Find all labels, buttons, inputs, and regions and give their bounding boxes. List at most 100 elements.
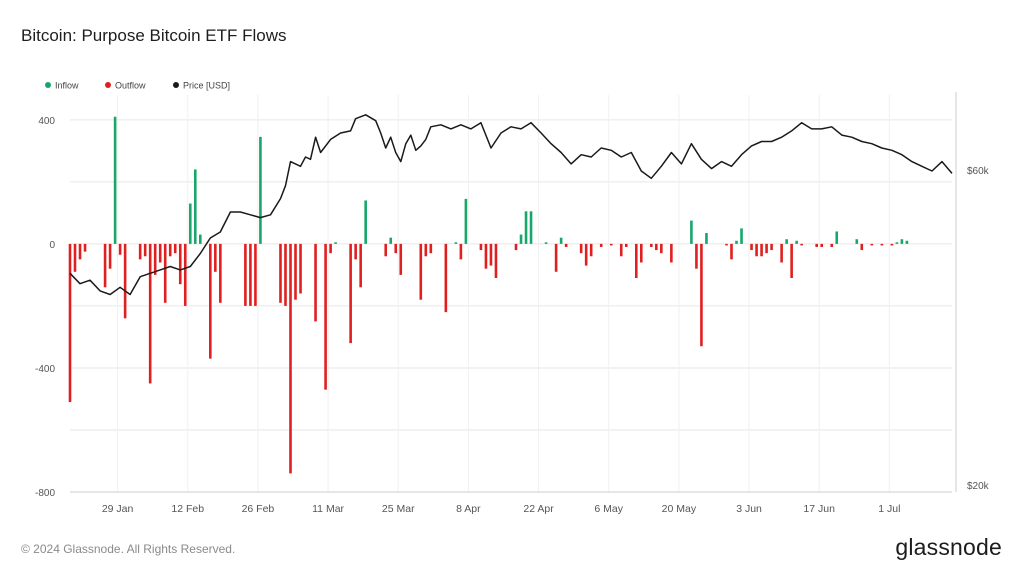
inflow-bar bbox=[735, 240, 738, 244]
x-tick-label: 12 Feb bbox=[171, 503, 204, 515]
legend-item-inflow: Inflow bbox=[45, 81, 79, 91]
price-series-line bbox=[69, 114, 953, 296]
outflow-bar bbox=[143, 243, 147, 257]
outflow-bar bbox=[138, 243, 142, 260]
y-left-tick-label: 400 bbox=[38, 116, 55, 127]
inflow-bar bbox=[900, 239, 904, 244]
outflow-bar bbox=[419, 243, 423, 300]
y-left-tick-label: -400 bbox=[35, 364, 55, 375]
inflow-bar bbox=[529, 211, 533, 244]
y-left-tick-label: -800 bbox=[35, 488, 55, 499]
copyright-footer: © 2024 Glassnode. All Rights Reserved. bbox=[21, 542, 236, 556]
outflow-bar bbox=[459, 243, 463, 260]
outflow-bar bbox=[349, 243, 352, 344]
outflow-bar bbox=[324, 243, 327, 390]
inflow-bar bbox=[454, 242, 458, 244]
legend-label-inflow: Inflow bbox=[55, 81, 79, 91]
glassnode-logo: glassnode bbox=[895, 534, 1002, 560]
price-line bbox=[69, 114, 953, 296]
outflow-bar bbox=[589, 243, 593, 257]
outflow-bar bbox=[209, 243, 212, 359]
outflow-bar bbox=[639, 243, 643, 263]
outflow-bar bbox=[820, 243, 824, 247]
outflow-bar bbox=[760, 243, 763, 257]
outflow-bar bbox=[780, 243, 783, 263]
outflow-bar bbox=[765, 243, 768, 254]
outflow-bar bbox=[108, 243, 112, 269]
outflow-bar bbox=[394, 243, 398, 254]
inflow-bar bbox=[905, 240, 909, 244]
outflow-bar bbox=[579, 243, 583, 254]
outflow-bar bbox=[289, 243, 292, 474]
outflow-bar bbox=[670, 243, 673, 263]
outflow-bar bbox=[183, 243, 187, 306]
outflow-bar bbox=[103, 243, 107, 288]
outflow-bar bbox=[249, 243, 252, 306]
outflow-bar bbox=[554, 243, 558, 272]
outflow-bar bbox=[755, 243, 758, 257]
outflow-bar bbox=[514, 243, 518, 251]
outflow-bar bbox=[599, 243, 603, 247]
outflow-bar bbox=[123, 243, 127, 319]
x-tick-label: 26 Feb bbox=[242, 503, 275, 515]
outflow-bar bbox=[163, 243, 167, 303]
y-right-tick-label: $60k bbox=[967, 166, 990, 177]
inflow-bar bbox=[785, 239, 788, 244]
outflow-bar bbox=[359, 243, 362, 288]
outflow-bar bbox=[890, 243, 894, 246]
outflow-bar bbox=[354, 243, 357, 260]
outflow-bar bbox=[444, 243, 448, 313]
outflow-bar bbox=[655, 243, 658, 251]
inflow-bar bbox=[559, 237, 563, 244]
inflow-bar bbox=[855, 239, 859, 244]
outflow-bar bbox=[424, 243, 428, 257]
axes: 400 0 -400 -800 $60k $20k 29 Jan 12 Feb 26 Feb 11… bbox=[35, 92, 990, 515]
outflow-bar bbox=[650, 243, 653, 247]
outflow-bar bbox=[244, 243, 247, 306]
outflow-bar bbox=[624, 243, 628, 247]
outflow-bar bbox=[78, 243, 82, 260]
inflow-bar bbox=[193, 169, 197, 244]
legend-item-price: Price [USD] bbox=[173, 81, 230, 91]
outflow-bar bbox=[880, 243, 884, 246]
inflow-bar bbox=[198, 234, 202, 244]
legend-swatch-inflow bbox=[45, 82, 51, 88]
outflow-bar bbox=[725, 243, 728, 246]
outflow-bar bbox=[870, 243, 874, 246]
x-tick-label: 22 Apr bbox=[523, 503, 554, 515]
grid bbox=[70, 95, 952, 493]
outflow-bar bbox=[695, 243, 698, 269]
outflow-bar bbox=[314, 243, 317, 322]
inflow-bar bbox=[524, 211, 528, 244]
legend-swatch-outflow bbox=[105, 82, 111, 88]
outflow-bar bbox=[800, 243, 803, 246]
outflow-bar bbox=[158, 243, 162, 263]
outflow-bar bbox=[214, 243, 217, 272]
x-tick-label: 25 Mar bbox=[382, 503, 415, 515]
inflow-bar bbox=[334, 242, 337, 244]
outflow-bar bbox=[279, 243, 282, 303]
outflow-bar bbox=[790, 243, 793, 278]
outflow-bar bbox=[494, 243, 498, 278]
outflow-bar bbox=[168, 243, 172, 257]
x-tick-label: 29 Jan bbox=[102, 503, 134, 515]
outflow-bar bbox=[294, 243, 297, 300]
outflow-bar bbox=[153, 243, 157, 275]
inflow-bar bbox=[835, 231, 839, 244]
chart-title: Bitcoin: Purpose Bitcoin ETF Flows bbox=[21, 26, 287, 45]
inflow-bar bbox=[188, 203, 192, 244]
outflow-bar bbox=[860, 243, 864, 251]
inflow-bar bbox=[389, 237, 393, 244]
inflow-bar bbox=[259, 136, 262, 244]
inflow-bar bbox=[464, 198, 468, 244]
legend-swatch-price bbox=[173, 82, 179, 88]
inflow-bar bbox=[519, 234, 523, 244]
x-tick-label: 11 Mar bbox=[312, 503, 344, 515]
outflow-bar bbox=[584, 243, 588, 266]
outflow-bar bbox=[73, 243, 77, 272]
inflow-bar bbox=[690, 220, 693, 244]
outflow-bar bbox=[564, 243, 568, 247]
outflow-bar bbox=[770, 243, 773, 251]
inflow-bar bbox=[705, 233, 708, 244]
